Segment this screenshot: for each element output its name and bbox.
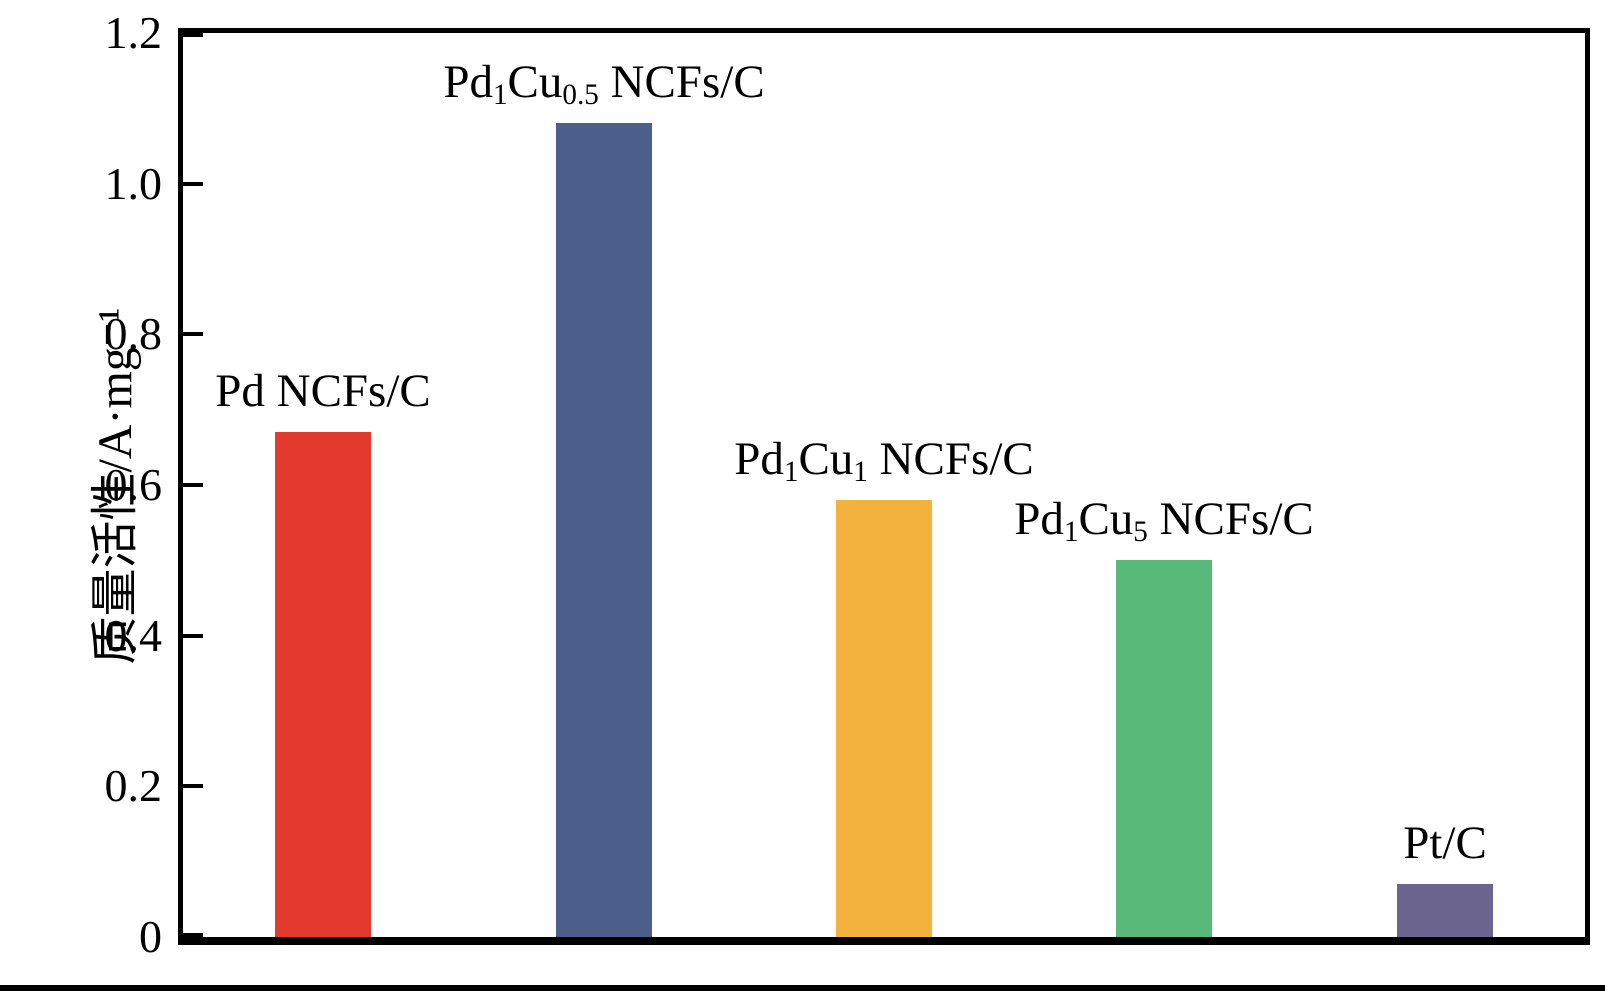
bar-label-subscript: 0.5 bbox=[562, 78, 599, 111]
bar-label-text: Pd bbox=[443, 56, 493, 109]
y-tick-label: 1.2 bbox=[104, 7, 163, 58]
bar bbox=[275, 432, 371, 937]
bar-label: Pd1Cu0.5 NCFs/C bbox=[443, 56, 765, 111]
plot-area: Pd NCFs/C Pd1Cu0.5 NCFs/C Pd1Cu1 NCFs/C Pd1… bbox=[178, 28, 1590, 945]
bar-label-text: NCFs/C bbox=[1147, 493, 1314, 546]
bar-label-text: Pt/C bbox=[1403, 817, 1487, 870]
y-tick-mark bbox=[183, 634, 203, 638]
bar-label: Pd1Cu1 NCFs/C bbox=[734, 433, 1034, 488]
bar-label-text: Cu bbox=[1078, 493, 1134, 546]
bar-label-subscript: 1 bbox=[853, 455, 868, 488]
bar-label-subscript: 1 bbox=[492, 78, 508, 111]
bar-label-text: Pd bbox=[734, 433, 784, 486]
bar-label-text: Pd NCFs/C bbox=[215, 365, 431, 418]
y-tick-mark bbox=[183, 332, 203, 336]
bottom-border-line bbox=[0, 985, 1605, 991]
y-tick-label: 0.6 bbox=[104, 459, 163, 510]
bar-label-subscript: 5 bbox=[1133, 515, 1148, 548]
y-tick-label: 1.0 bbox=[104, 158, 163, 209]
bar-label-text: Pd bbox=[1014, 493, 1064, 546]
y-tick-mark bbox=[183, 483, 203, 487]
bar bbox=[1397, 884, 1493, 937]
y-tick-label: 0.4 bbox=[104, 610, 163, 661]
bar-label: Pd NCFs/C bbox=[215, 365, 431, 418]
bar-label-text: Cu bbox=[507, 56, 563, 109]
bar-label-subscript: 1 bbox=[1063, 515, 1079, 548]
bar-label-text: NCFs/C bbox=[867, 433, 1034, 486]
y-tick-mark bbox=[183, 33, 203, 37]
bar-label-text: NCFs/C bbox=[598, 56, 765, 109]
bar-label-text: Cu bbox=[798, 433, 854, 486]
bar bbox=[556, 123, 652, 937]
y-tick-mark bbox=[183, 933, 203, 937]
bar-label: Pd1Cu5 NCFs/C bbox=[1014, 493, 1314, 548]
bar bbox=[1116, 560, 1212, 937]
bar-label-subscript: 1 bbox=[783, 455, 799, 488]
y-tick-mark bbox=[183, 182, 203, 186]
bar-label: Pt/C bbox=[1403, 817, 1487, 870]
y-tick-mark bbox=[183, 784, 203, 788]
y-tick-label: 0.8 bbox=[104, 308, 163, 359]
y-tick-label: 0 bbox=[139, 911, 162, 962]
y-tick-label: 0.2 bbox=[104, 760, 163, 811]
bar bbox=[836, 500, 932, 937]
